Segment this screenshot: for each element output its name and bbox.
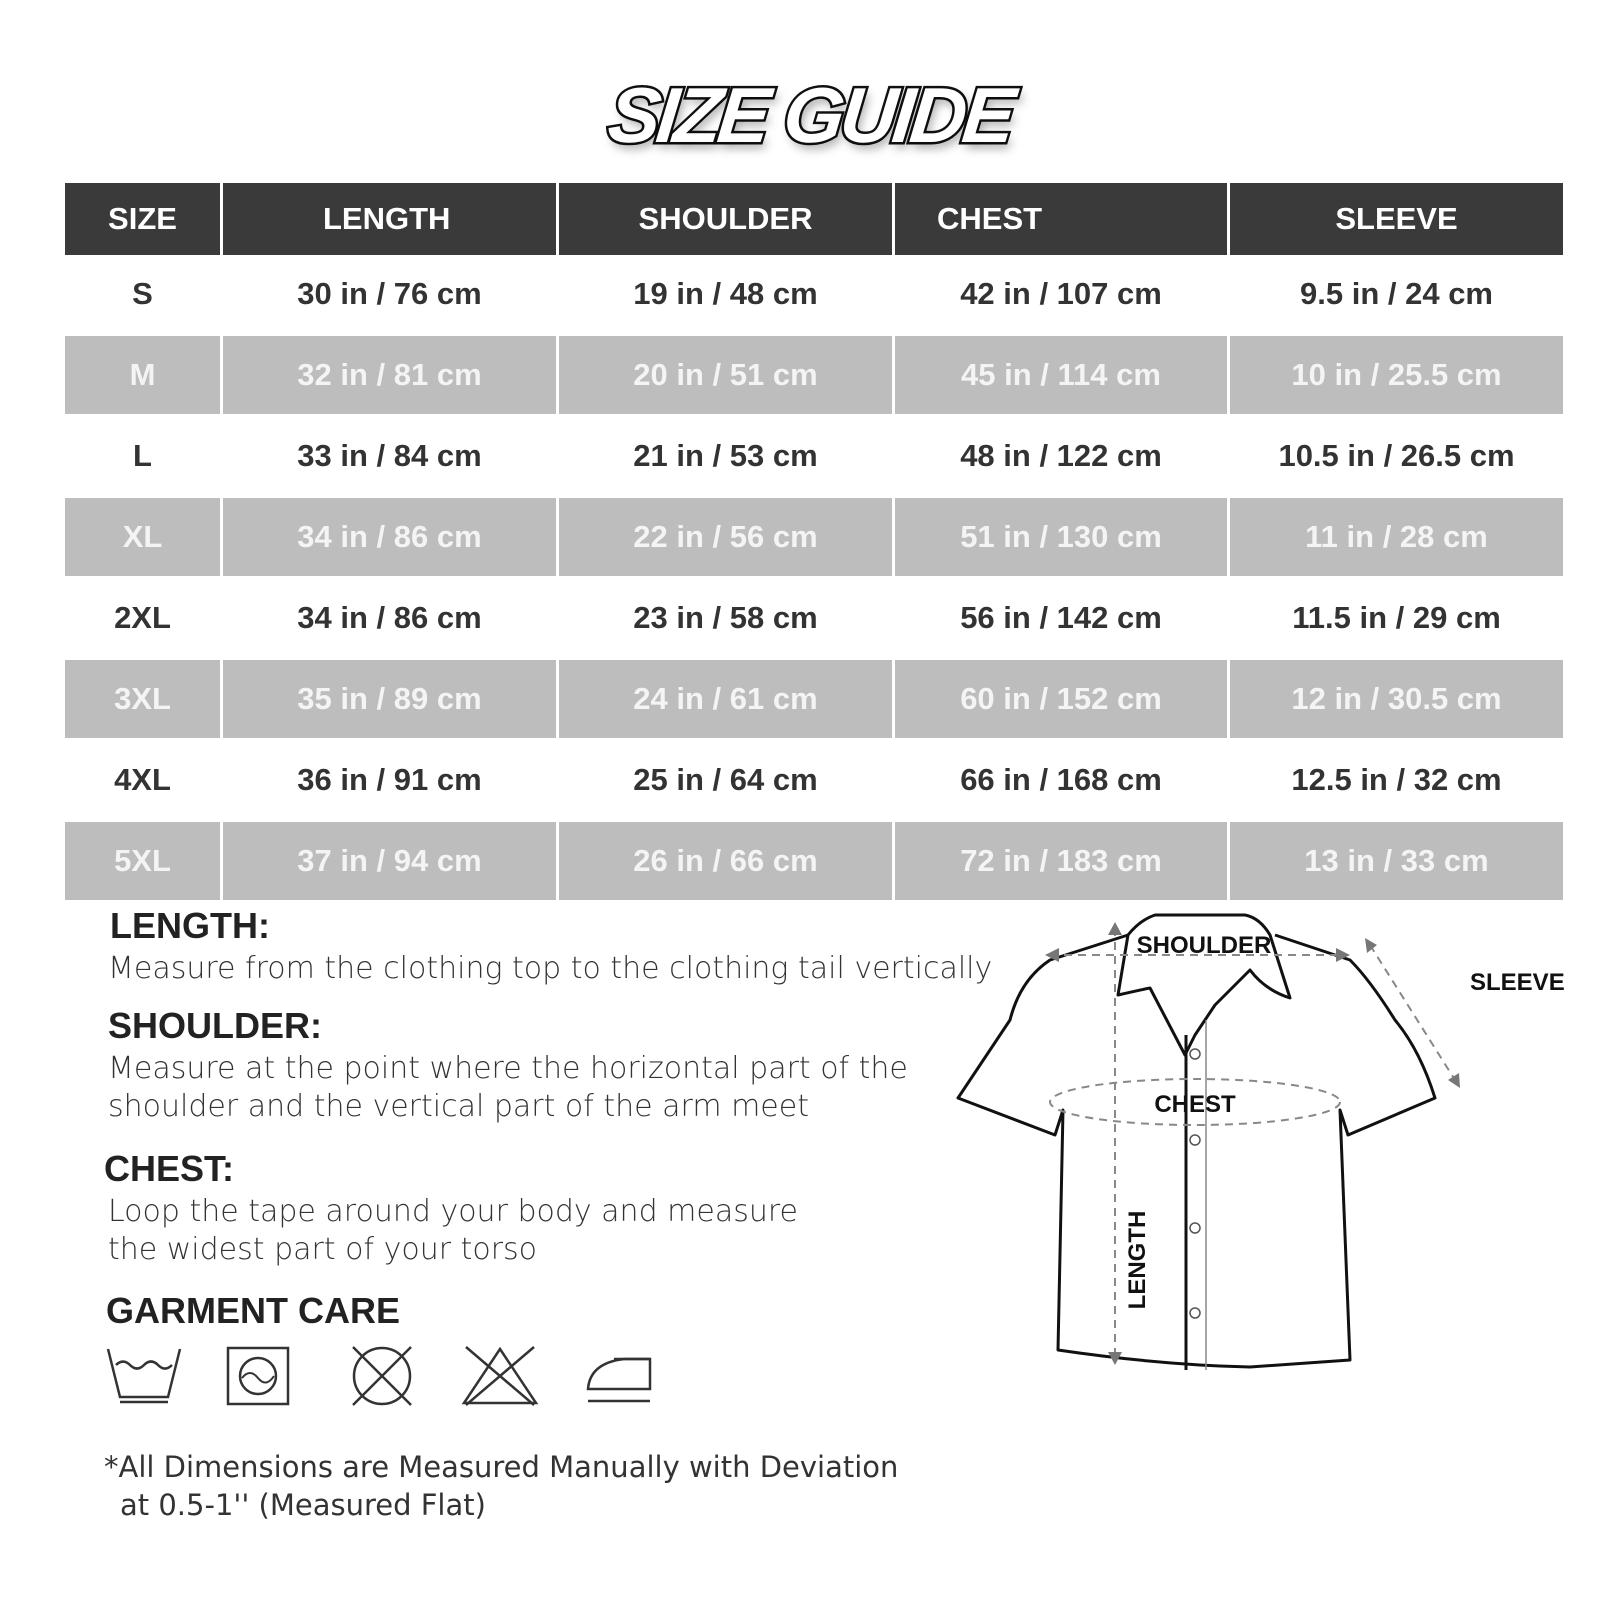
sleeve-label: SLEEVE xyxy=(1470,969,1565,996)
cell-chest: 72 in / 183 cm xyxy=(892,820,1230,902)
shoulder-text-1: Measure at the point where the horizonta… xyxy=(108,1051,908,1086)
cell-length: 37 in / 94 cm xyxy=(220,820,559,902)
table-row: 3XL 35 in / 89 cm 24 in / 61 cm 60 in / 152… xyxy=(62,658,1566,740)
table-row: 5XL 37 in / 94 cm 26 in / 66 cm 72 in / 183… xyxy=(62,820,1566,902)
length-text: Measure from the clothing top to the clo… xyxy=(108,951,993,986)
iron-icon xyxy=(586,1357,652,1403)
chest-ellipse xyxy=(1049,1078,1341,1126)
shoulder-label: SHOULDER xyxy=(1137,932,1272,959)
cell-shoulder: 20 in / 51 cm xyxy=(556,334,895,416)
cell-size: L xyxy=(62,415,223,497)
cell-chest: 51 in / 130 cm xyxy=(892,496,1230,578)
cell-shoulder: 26 in / 66 cm xyxy=(556,820,895,902)
cell-chest: 45 in / 114 cm xyxy=(892,334,1230,416)
cell-length: 33 in / 84 cm xyxy=(220,415,559,497)
sleeve-arrow xyxy=(1369,944,1456,1081)
size-table: SIZE LENGTH SHOULDER CHEST SLEEVE S 30 in… xyxy=(62,183,1566,903)
hand-wash-icon xyxy=(106,1348,182,1404)
cell-chest: 60 in / 152 cm xyxy=(892,658,1230,740)
header-chest: CHEST xyxy=(892,183,1230,255)
chest-label: CHEST xyxy=(1154,1091,1236,1118)
note-line-2: at 0.5-1'' (Measured Flat) xyxy=(120,1488,486,1522)
cell-length: 34 in / 86 cm xyxy=(220,577,559,659)
cell-size: S xyxy=(62,255,223,335)
cell-chest: 42 in / 107 cm xyxy=(892,255,1230,335)
header-size: SIZE xyxy=(62,183,223,255)
table-row: 2XL 34 in / 86 cm 23 in / 58 cm 56 in / 142… xyxy=(62,577,1566,659)
cell-sleeve: 11 in / 28 cm xyxy=(1227,496,1566,578)
length-heading: LENGTH: xyxy=(110,905,270,946)
cell-length: 30 in / 76 cm xyxy=(220,255,559,335)
cell-shoulder: 25 in / 64 cm xyxy=(556,739,895,821)
cell-sleeve: 10.5 in / 26.5 cm xyxy=(1227,415,1566,497)
chest-text-1: Loop the tape around your body and measu… xyxy=(108,1194,798,1229)
header-shoulder: SHOULDER xyxy=(556,183,895,255)
measurement-note: *All Dimensions are Measured Manually wi… xyxy=(104,1448,898,1524)
chest-heading: CHEST: xyxy=(104,1148,235,1189)
shoulder-heading: SHOULDER: xyxy=(108,1005,322,1046)
cell-shoulder: 24 in / 61 cm xyxy=(556,658,895,740)
cell-sleeve: 12.5 in / 32 cm xyxy=(1227,739,1566,821)
cell-length: 32 in / 81 cm xyxy=(220,334,559,416)
collar xyxy=(1116,913,1292,1057)
cell-shoulder: 23 in / 58 cm xyxy=(556,577,895,659)
table-header: SIZE LENGTH SHOULDER CHEST SLEEVE xyxy=(62,183,1566,255)
tumble-dry-icon xyxy=(226,1346,290,1406)
note-line-1: *All Dimensions are Measured Manually wi… xyxy=(104,1450,899,1484)
do-not-dry-clean-icon xyxy=(352,1346,412,1406)
cell-chest: 48 in / 122 cm xyxy=(892,415,1230,497)
shirt-diagram: SHOULDER SLEEVE CHEST LENGTH xyxy=(956,913,1565,1370)
table-row: L 33 in / 84 cm 21 in / 53 cm 48 in / 122 c… xyxy=(62,415,1566,497)
cell-size: XL xyxy=(62,496,223,578)
header-length: LENGTH xyxy=(220,183,559,255)
cell-sleeve: 10 in / 25.5 cm xyxy=(1227,334,1566,416)
cell-shoulder: 22 in / 56 cm xyxy=(556,496,895,578)
cell-size: 5XL xyxy=(62,820,223,902)
cell-chest: 66 in / 168 cm xyxy=(892,739,1230,821)
cell-sleeve: 12 in / 30.5 cm xyxy=(1227,658,1566,740)
cell-length: 34 in / 86 cm xyxy=(220,496,559,578)
table-row: M 32 in / 81 cm 20 in / 51 cm 45 in / 114 c… xyxy=(62,334,1566,416)
cell-size: 4XL xyxy=(62,739,223,821)
shoulder-text-2: shoulder and the vertical part of the ar… xyxy=(108,1089,809,1124)
chest-text-2: the widest part of your torso xyxy=(108,1232,538,1267)
do-not-bleach-icon xyxy=(461,1346,539,1406)
table-row: S 30 in / 76 cm 19 in / 48 cm 42 in / 107 c… xyxy=(62,255,1566,335)
cell-length: 35 in / 89 cm xyxy=(220,658,559,740)
header-sleeve: SLEEVE xyxy=(1227,183,1566,255)
cell-size: 3XL xyxy=(62,658,223,740)
cell-length: 36 in / 91 cm xyxy=(220,739,559,821)
cell-shoulder: 21 in / 53 cm xyxy=(556,415,895,497)
cell-size: 2XL xyxy=(62,577,223,659)
table-row: 4XL 36 in / 91 cm 25 in / 64 cm 66 in / 168… xyxy=(62,739,1566,821)
cell-chest: 56 in / 142 cm xyxy=(892,577,1230,659)
cell-sleeve: 13 in / 33 cm xyxy=(1227,820,1566,902)
cell-size: M xyxy=(62,334,223,416)
care-heading: GARMENT CARE xyxy=(106,1290,400,1331)
cell-sleeve: 11.5 in / 29 cm xyxy=(1227,577,1566,659)
table-row: XL 34 in / 86 cm 22 in / 56 cm 51 in / 130 … xyxy=(62,496,1566,578)
page-title: SIZE GUIDE xyxy=(602,69,1018,162)
cell-sleeve: 9.5 in / 24 cm xyxy=(1227,255,1566,335)
length-label: LENGTH xyxy=(1124,1211,1151,1310)
cell-shoulder: 19 in / 48 cm xyxy=(556,255,895,335)
shirt-outline xyxy=(956,933,1437,1369)
